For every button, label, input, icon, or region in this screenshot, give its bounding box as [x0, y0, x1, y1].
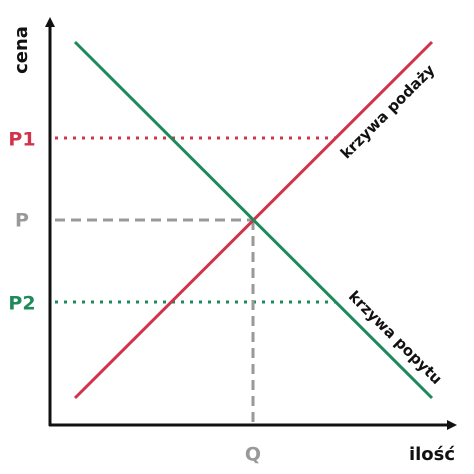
x-axis-label: ilość — [409, 444, 455, 465]
p1-label: P1 — [8, 129, 35, 151]
demand-curve — [73, 40, 434, 400]
p2-label: P2 — [8, 293, 35, 315]
demand-label: krzywa popytu — [345, 287, 446, 388]
supply-label: krzywa podaży — [337, 61, 439, 163]
y-axis-label: cena — [11, 26, 32, 74]
p-label: P — [15, 210, 29, 232]
q-label: Q — [245, 444, 261, 466]
